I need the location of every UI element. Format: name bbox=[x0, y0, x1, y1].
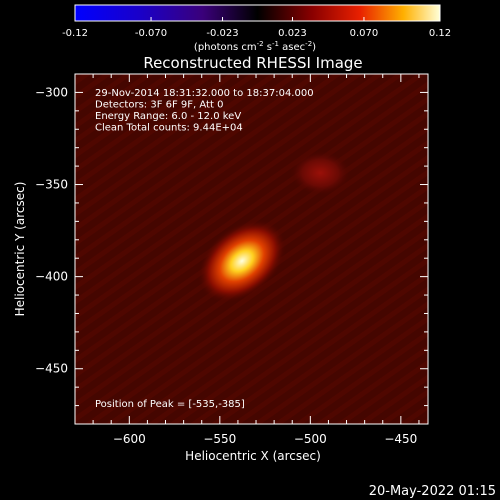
x-tick-label: −550 bbox=[203, 432, 236, 446]
y-tick-label: −400 bbox=[35, 270, 68, 284]
colorbar-tick-label: 0.12 bbox=[429, 28, 451, 39]
y-tick-label: −300 bbox=[35, 85, 68, 99]
y-axis-label: Heliocentric Y (arcsec) bbox=[13, 182, 27, 317]
x-tick-label: −600 bbox=[113, 432, 146, 446]
x-tick-label: −450 bbox=[384, 432, 417, 446]
colorbar-unit-label: (photons cm-2 s-1 asec-2) bbox=[194, 40, 316, 53]
y-tick-label: −350 bbox=[35, 178, 68, 192]
colorbar-tick-label: -0.070 bbox=[135, 28, 167, 39]
colorbar: -0.12 -0.070 -0.023 0.023 0.070 0.12 (photons… bbox=[62, 4, 451, 53]
colorbar-tick-label: 0.070 bbox=[350, 28, 379, 39]
plot-area: −600 −550 −500 −450 −300 −350 −400 −450 bbox=[35, 73, 429, 446]
secondary-source bbox=[290, 150, 351, 195]
footer-timestamp: 20-May-2022 01:15 bbox=[369, 484, 496, 499]
annotation-line: Energy Range: 6.0 - 12.0 keV bbox=[95, 111, 241, 122]
peak-position-label: Position of Peak = [-535,-385] bbox=[95, 399, 245, 410]
annotation-line: 29-Nov-2014 18:31:32.000 to 18:37:04.000 bbox=[95, 88, 314, 99]
chart-title: Reconstructed RHESSI Image bbox=[143, 54, 362, 72]
y-tick-label: −450 bbox=[35, 362, 68, 376]
colorbar-tick-label: 0.023 bbox=[278, 28, 307, 39]
plot-frame bbox=[74, 73, 429, 425]
x-tick-label: −500 bbox=[294, 432, 327, 446]
primary-source bbox=[197, 219, 287, 303]
x-axis-label: Heliocentric X (arcsec) bbox=[185, 449, 321, 463]
annotation-block: 29-Nov-2014 18:31:32.000 to 18:37:04.000… bbox=[95, 88, 314, 134]
annotation-line: Clean Total counts: 9.44E+04 bbox=[95, 123, 243, 134]
annotation-line: Detectors: 3F 6F 9F, Att 0 bbox=[95, 100, 223, 111]
colorbar-tick-label: -0.12 bbox=[62, 28, 88, 39]
colorbar-gradient bbox=[74, 4, 441, 22]
colorbar-tick-label: -0.023 bbox=[206, 28, 238, 39]
